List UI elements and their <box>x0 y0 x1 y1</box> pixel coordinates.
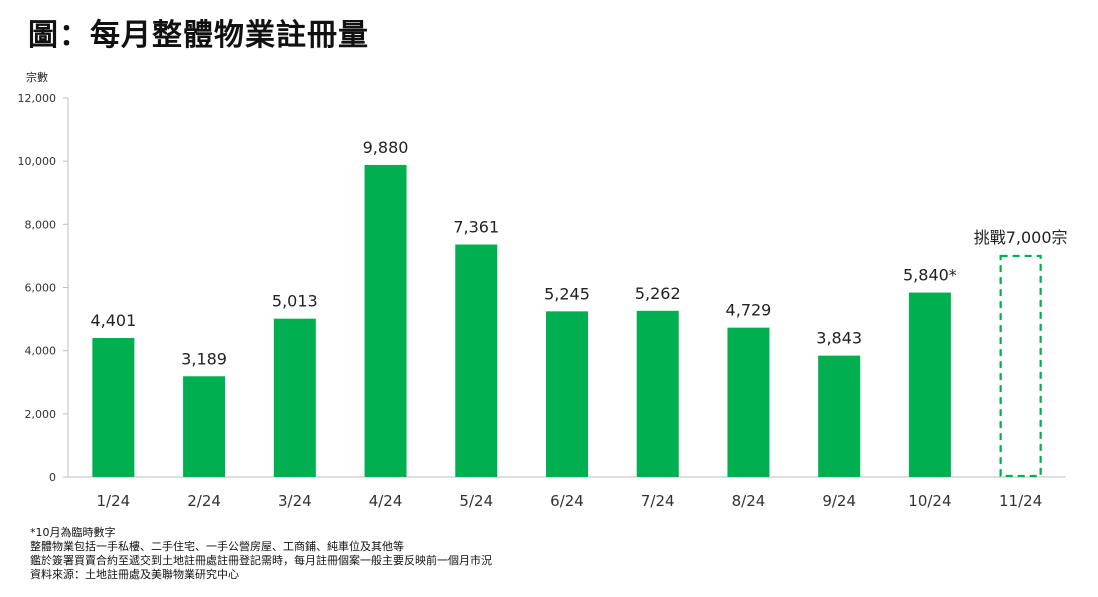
data-label: 3,843 <box>816 329 862 348</box>
bar <box>818 355 861 477</box>
data-label: 5,245 <box>544 284 590 303</box>
data-label: 4,401 <box>90 311 136 330</box>
target-label: 挑戰7,000宗 <box>974 228 1068 247</box>
x-tick-label: 3/24 <box>278 492 312 510</box>
footnote-scope: 整體物業包括一手私樓、二手住宅、一手公營房屋、工商鋪、純車位及其他等 <box>30 540 404 553</box>
x-tick-label: 11/24 <box>999 492 1042 510</box>
footnote-source: 資料來源：土地註冊處及美聯物業研究中心 <box>30 568 239 581</box>
y-tick-label: 2,000 <box>25 408 57 421</box>
y-tick-label: 8,000 <box>25 218 57 231</box>
bar <box>183 376 226 477</box>
y-tick-label: 4,000 <box>25 345 57 358</box>
bar <box>636 310 679 477</box>
x-tick-label: 2/24 <box>187 492 221 510</box>
bar <box>908 292 951 477</box>
y-tick-label: 6,000 <box>25 282 57 295</box>
y-tick-label: 10,000 <box>18 155 57 168</box>
bar <box>455 244 498 477</box>
bar <box>92 338 135 477</box>
x-tick-label: 10/24 <box>908 492 951 510</box>
bar <box>546 311 588 477</box>
bar <box>273 318 316 477</box>
data-label: 5,013 <box>272 292 318 311</box>
data-label: 9,880 <box>363 138 409 157</box>
y-tick-label: 0 <box>49 471 56 484</box>
data-label: 7,361 <box>453 218 499 237</box>
x-tick-label: 6/24 <box>550 492 584 510</box>
y-tick-label: 12,000 <box>18 92 57 105</box>
bar <box>364 164 407 477</box>
x-tick-label: 7/24 <box>641 492 675 510</box>
x-tick-label: 5/24 <box>459 492 493 510</box>
data-label: 3,189 <box>181 349 227 368</box>
page-title: 圖：每月整體物業註冊量 <box>28 18 369 53</box>
x-tick-label: 1/24 <box>97 492 131 510</box>
bar <box>727 327 770 477</box>
data-label: 5,840* <box>903 266 957 285</box>
footnote-lag: 鑑於簽署買賣合約至遞交到土地註冊處註冊登記需時，每月註冊個案一般主要反映前一個月… <box>30 554 492 567</box>
footnotes: *10月為臨時數字 整體物業包括一手私樓、二手住宅、一手公營房屋、工商鋪、純車位… <box>30 526 492 582</box>
x-tick-label: 8/24 <box>732 492 766 510</box>
footnote-provisional: *10月為臨時數字 <box>30 526 116 539</box>
y-axis-label: 宗數 <box>26 70 48 84</box>
data-label: 5,262 <box>635 284 681 303</box>
x-tick-label: 9/24 <box>822 492 856 510</box>
x-tick-label: 4/24 <box>369 492 403 510</box>
data-label: 4,729 <box>726 301 772 320</box>
target-bar-outline <box>999 254 1042 478</box>
